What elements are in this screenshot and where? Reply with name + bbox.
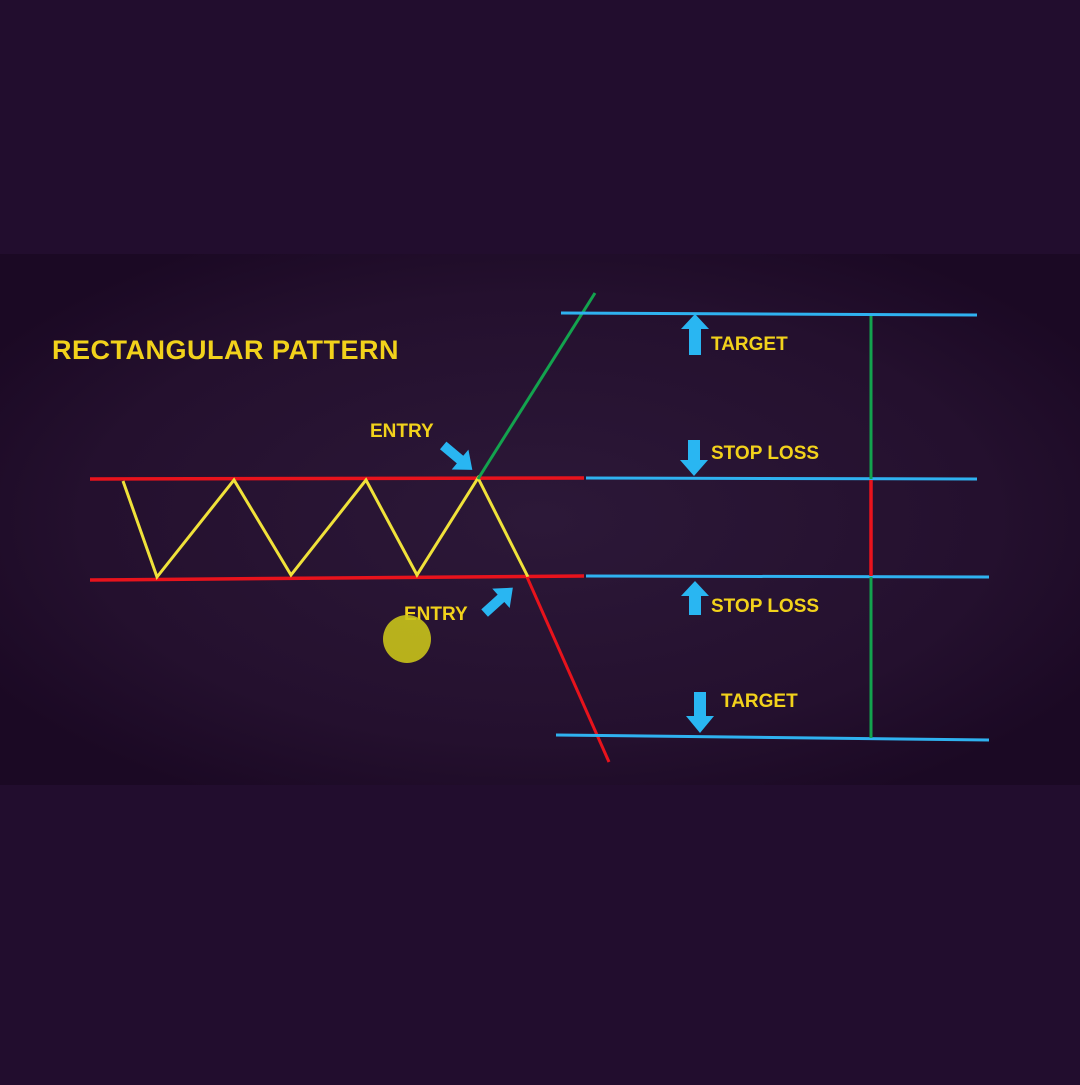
- cursor-marker-dot: [383, 615, 431, 663]
- arrow-up-icon: [681, 314, 709, 355]
- price-zigzag: [121, 474, 530, 581]
- support-line: [89, 574, 585, 582]
- target-upper-line: [560, 311, 978, 317]
- stop-loss-label-lower: STOP LOSS: [711, 596, 819, 617]
- diagram-panel: [0, 254, 1080, 785]
- target-label-lower: TARGET: [721, 691, 798, 712]
- resistance-line: [89, 476, 585, 481]
- breakout-up-line: [476, 292, 597, 480]
- target-label-upper: TARGET: [711, 334, 788, 355]
- target-lower-line: [555, 733, 990, 742]
- stop-loss-upper-line: [585, 476, 978, 481]
- arrow-down-icon: [686, 692, 714, 733]
- arrow-down-right-icon: [439, 441, 473, 470]
- arrow-down-icon: [680, 440, 708, 476]
- breakdown-line: [525, 576, 611, 763]
- arrow-up-icon: [681, 581, 709, 615]
- entry-label-upper: ENTRY: [370, 421, 434, 442]
- arrow-up-right-icon: [481, 587, 513, 617]
- page-title: RECTANGULAR PATTERN: [52, 335, 399, 365]
- stop-loss-label-upper: STOP LOSS: [711, 443, 819, 464]
- stop-loss-lower-line: [585, 574, 990, 579]
